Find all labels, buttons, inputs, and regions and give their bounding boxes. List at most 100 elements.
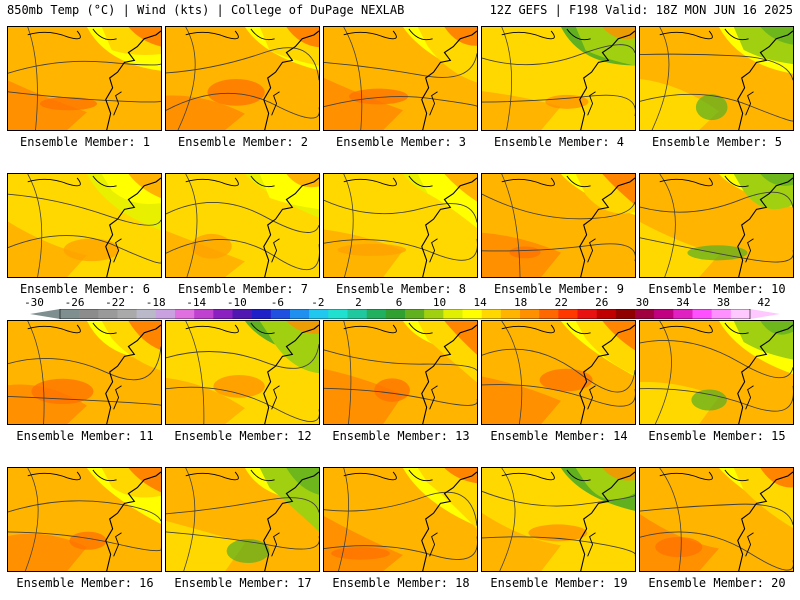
- ensemble-member-label: Ensemble Member: 2: [177, 135, 309, 149]
- colorbar-tick-label: -22: [105, 296, 126, 309]
- ensemble-member-label: Ensemble Member: 5: [651, 135, 783, 149]
- ensemble-member-map: [481, 467, 636, 572]
- temperature-field: [324, 27, 477, 130]
- ensemble-member-label: Ensemble Member: 8: [335, 282, 467, 296]
- run-valid-time: 12Z GEFS | F198 Valid: 18Z MON JUN 16 20…: [489, 3, 793, 17]
- colorbar-swatch: [347, 309, 367, 319]
- temperature-field: [482, 468, 635, 571]
- temperature-field: [8, 468, 161, 571]
- colorbar-tick-label: 30: [635, 296, 649, 309]
- colorbar-swatch: [60, 309, 80, 319]
- colorbar-swatch: [481, 309, 502, 319]
- ensemble-member-map: [165, 26, 320, 131]
- colorbar-swatch: [270, 309, 291, 319]
- ensemble-member-label: Ensemble Member: 16: [16, 576, 154, 590]
- temperature-colorbar: [30, 309, 780, 319]
- map-title: 850mb Temp (°C) | Wind (kts) | College o…: [7, 3, 405, 17]
- temperature-field: [8, 27, 161, 130]
- colorbar-swatch: [232, 309, 252, 319]
- ensemble-member-map: [481, 320, 636, 425]
- ensemble-member-map: [481, 26, 636, 131]
- temperature-field: [482, 27, 635, 130]
- colorbar-swatch: [711, 309, 732, 319]
- ensemble-member-map: [165, 173, 320, 278]
- colorbar-tick-label: 6: [395, 296, 403, 309]
- colorbar-low-arrow: [30, 309, 60, 319]
- colorbar-tick-label: 42: [757, 296, 771, 309]
- colorbar-swatch: [366, 309, 387, 319]
- colorbar-swatch: [558, 309, 578, 319]
- colorbar-swatch: [520, 309, 540, 319]
- ensemble-member-label: Ensemble Member: 13: [332, 429, 470, 443]
- ensemble-member-label: Ensemble Member: 15: [648, 429, 786, 443]
- ensemble-member-map: [639, 173, 794, 278]
- ensemble-member-label: Ensemble Member: 11: [16, 429, 154, 443]
- colorbar-tick-label: -26: [64, 296, 85, 309]
- ensemble-member-label: Ensemble Member: 20: [648, 576, 786, 590]
- colorbar-swatch: [194, 309, 214, 319]
- ensemble-member-map: [7, 320, 162, 425]
- ensemble-member-map: [639, 467, 794, 572]
- colorbar-swatch: [213, 309, 233, 319]
- ensemble-member-label: Ensemble Member: 12: [174, 429, 312, 443]
- ensemble-member-label: Ensemble Member: 17: [174, 576, 312, 590]
- temperature-field: [482, 174, 635, 277]
- colorbar-tick-label: 14: [473, 296, 487, 309]
- temperature-field: [324, 174, 477, 277]
- colorbar-swatch: [98, 309, 118, 319]
- colorbar-swatch: [654, 309, 674, 319]
- ensemble-member-map: [7, 26, 162, 131]
- ensemble-member-label: Ensemble Member: 18: [332, 576, 470, 590]
- ensemble-member-label: Ensemble Member: 7: [177, 282, 309, 296]
- colorbar-swatch: [462, 309, 482, 319]
- temperature-field: [640, 174, 793, 277]
- colorbar-swatch: [309, 309, 329, 319]
- colorbar-swatch: [539, 309, 559, 319]
- colorbar-high-arrow: [750, 309, 780, 319]
- colorbar-swatch: [635, 309, 655, 319]
- colorbar-tick-label: 2: [355, 296, 362, 309]
- colorbar-swatch: [175, 309, 195, 319]
- ensemble-member-label: Ensemble Member: 3: [335, 135, 467, 149]
- colorbar-tick-label: -6: [270, 296, 284, 309]
- colorbar-tick-label: 38: [716, 296, 731, 309]
- colorbar-swatch: [328, 309, 348, 319]
- ensemble-member-map: [639, 26, 794, 131]
- colorbar-tick-label: -14: [186, 296, 207, 309]
- colorbar-tick-label: -2: [311, 296, 325, 309]
- ensemble-member-map: [7, 173, 162, 278]
- colorbar-tick-label: -10: [226, 296, 247, 309]
- temperature-field: [640, 321, 793, 424]
- ensemble-member-map: [7, 467, 162, 572]
- ensemble-member-map: [165, 320, 320, 425]
- ensemble-member-map: [323, 26, 478, 131]
- ensemble-member-label: Ensemble Member: 10: [648, 282, 786, 296]
- ensemble-member-map: [639, 320, 794, 425]
- colorbar-swatch: [136, 309, 157, 319]
- colorbar-tick-label: -30: [24, 296, 44, 309]
- colorbar-swatch: [424, 309, 444, 319]
- colorbar-swatch: [500, 309, 521, 319]
- colorbar-swatch: [117, 309, 137, 319]
- temperature-field: [324, 468, 477, 571]
- temperature-field: [324, 321, 477, 424]
- colorbar-swatch: [615, 309, 636, 319]
- ensemble-member-map: [323, 320, 478, 425]
- colorbar-tick-label: 26: [595, 296, 609, 309]
- ensemble-member-label: Ensemble Member: 4: [493, 135, 625, 149]
- colorbar-tick-label: 18: [514, 296, 528, 309]
- colorbar-swatch: [730, 309, 751, 319]
- ensemble-member-map: [481, 173, 636, 278]
- colorbar-swatch: [443, 309, 463, 319]
- temperature-field: [640, 27, 793, 130]
- ensemble-member-label: Ensemble Member: 6: [19, 282, 151, 296]
- temperature-field: [166, 174, 319, 277]
- ensemble-member-map: [323, 173, 478, 278]
- colorbar-swatch: [577, 309, 597, 319]
- ensemble-member-label: Ensemble Member: 9: [493, 282, 625, 296]
- ensemble-member-label: Ensemble Member: 14: [490, 429, 628, 443]
- colorbar-tick-label: -18: [145, 296, 166, 309]
- colorbar-swatch: [290, 309, 310, 319]
- temperature-field: [8, 321, 161, 424]
- ensemble-member-label: Ensemble Member: 19: [490, 576, 628, 590]
